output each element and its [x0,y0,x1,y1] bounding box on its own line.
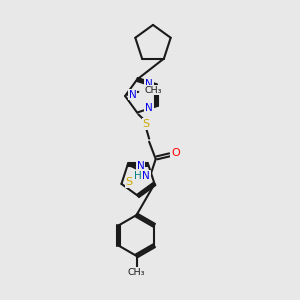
Text: N: N [142,170,150,181]
Text: H: H [134,170,141,181]
Text: CH₃: CH₃ [144,85,162,94]
Text: N: N [129,89,136,100]
Text: N: N [137,160,145,171]
Text: S: S [126,177,133,187]
Text: O: O [171,148,180,158]
Text: N: N [145,103,153,113]
Text: CH₃: CH₃ [128,268,145,277]
Text: N: N [145,79,153,89]
Text: S: S [142,118,150,129]
